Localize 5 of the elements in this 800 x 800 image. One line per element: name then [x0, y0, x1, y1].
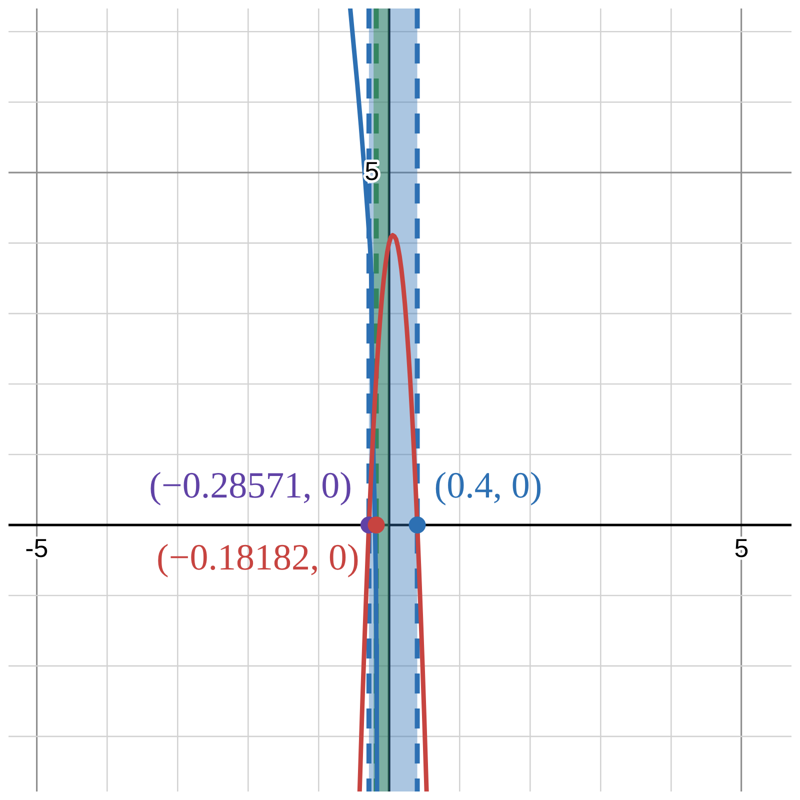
x-tick-label: -5: [25, 533, 48, 564]
annotation: 5: [364, 156, 380, 186]
annotation: (−0.28571, 0): [149, 466, 352, 507]
annotation: (0.4, 0): [434, 466, 542, 507]
annotation: (−0.18182, 0): [156, 538, 360, 579]
